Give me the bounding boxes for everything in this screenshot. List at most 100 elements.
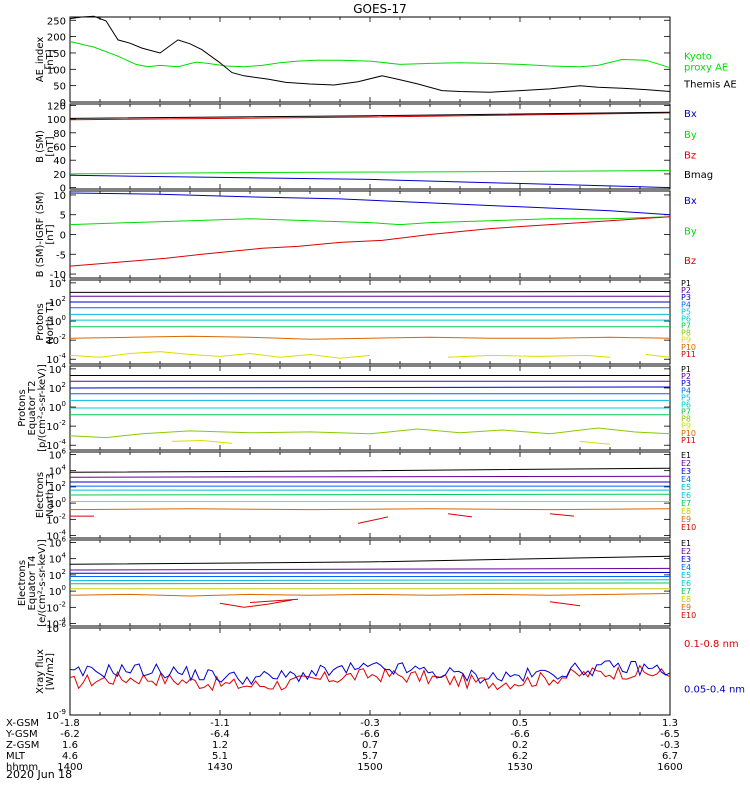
y-axis-label: Xray flux: [35, 649, 46, 694]
x-tick-value: 1400: [57, 762, 82, 773]
series-p9: [69, 351, 371, 359]
y-tick-exponent: -2: [59, 333, 66, 341]
x-row-label: Z-GSM: [6, 740, 39, 751]
legend-item: E1: [681, 451, 691, 460]
y-tick-label: 10-2: [46, 600, 66, 614]
legend-item: E10: [681, 523, 696, 532]
y-tick-exponent: -4: [59, 352, 67, 360]
series-bz: [69, 112, 671, 121]
legend-label: Bx: [684, 109, 697, 120]
y-tick-label: 104: [49, 362, 67, 376]
series-e9: [357, 516, 389, 524]
y-tick-exponent: 0: [62, 314, 66, 322]
legend-item: P5: [681, 393, 691, 402]
y-axis-label: North T1: [45, 300, 56, 344]
y-tick-exponent: 0: [62, 496, 66, 504]
y-tick-exponent: 4: [62, 362, 67, 370]
legend-item: P6: [681, 400, 691, 409]
y-tick-exponent: 2: [62, 568, 66, 576]
legend-label: 0.1-0.8 nm: [684, 639, 739, 650]
legend-item: P7: [681, 408, 691, 417]
x-tick-value: -0.3: [660, 740, 680, 751]
y-tick-label: 0: [60, 98, 66, 109]
y-tick-label: 10-2: [46, 419, 66, 433]
legend-item: P2: [681, 372, 691, 381]
series-e6: [69, 582, 671, 585]
y-tick-label: 150: [47, 49, 66, 60]
series-bz: [69, 216, 671, 267]
series-p3: [69, 386, 671, 389]
y-tick-label: 104: [49, 552, 67, 566]
legend-item: E4: [681, 563, 691, 572]
series-e9: [549, 601, 581, 607]
y-tick-label: 250: [47, 16, 66, 27]
legend-item: E9: [681, 603, 691, 612]
x-tick-value: 1530: [507, 762, 532, 773]
x-tick-value: 1.6: [62, 740, 78, 751]
y-axis-label: AE_index: [35, 37, 46, 83]
y-axis-label: B (SM): [35, 130, 46, 163]
legend-label: By: [684, 130, 697, 141]
legend-item: E7: [681, 499, 691, 508]
y-tick-exponent: -4: [59, 617, 67, 625]
y-axis-label: Equator T4: [27, 556, 38, 611]
legend-item: E8: [681, 507, 691, 516]
series-p9: [171, 439, 233, 444]
legend-item: P10: [681, 429, 696, 438]
x-tick-value: 6.7: [662, 751, 678, 762]
series-by: [69, 216, 671, 226]
legend-item: E2: [681, 459, 691, 468]
series-by: [69, 170, 671, 175]
x-tick-value: 1.3: [662, 718, 678, 729]
x-tick-value: 1600: [657, 762, 682, 773]
legend-item: P5: [681, 307, 691, 316]
legend-label: proxy AE: [684, 63, 728, 74]
legend-item: E6: [681, 491, 691, 500]
legend-item: E5: [681, 483, 691, 492]
legend-item: P9: [681, 336, 691, 345]
y-tick-label: -10: [50, 270, 66, 281]
legend-item: E10: [681, 611, 696, 620]
series-themis-ae: [69, 15, 671, 93]
legend-label: 0.05-0.4 nm: [684, 684, 745, 695]
series-bx: [69, 174, 671, 189]
x-tick-value: -6.4: [210, 729, 230, 740]
legend-item: P8: [681, 329, 691, 338]
legend-item: E2: [681, 547, 691, 556]
y-axis-label: Protons: [35, 303, 46, 340]
y-tick-exponent: 2: [62, 480, 66, 488]
x-row-label: Y-GSM: [5, 729, 38, 740]
y-tick-label: 100: [49, 400, 66, 414]
y-axis-label: B (SM)-IGRF (SM): [35, 192, 46, 278]
x-tick-value: 0.2: [512, 740, 528, 751]
series-0-05-0-4-nm: [69, 660, 671, 686]
series-e8: [69, 508, 671, 511]
x-tick-value: -1.8: [60, 718, 80, 729]
series-bx: [69, 192, 671, 216]
y-tick-label: 106: [49, 447, 67, 461]
legend-item: P11: [681, 436, 696, 445]
y-tick-label: 40: [53, 156, 66, 167]
x-tick-value: 1.2: [212, 740, 228, 751]
legend-item: E7: [681, 587, 691, 596]
series-kyoto-proxy-ae: [69, 41, 671, 69]
x-tick-value: -6.5: [660, 729, 680, 740]
y-tick-label: 100: [47, 65, 66, 76]
y-tick-label: 104: [49, 276, 67, 290]
y-tick-exponent: 6: [62, 447, 67, 455]
legend-item: P8: [681, 415, 691, 424]
legend-item: E4: [681, 475, 691, 484]
legend-item: E3: [681, 555, 691, 564]
legend-item: P3: [681, 293, 691, 302]
y-tick-exponent: 6: [62, 535, 67, 543]
y-tick-label: 20: [53, 170, 66, 181]
x-tick-value: 1430: [207, 762, 232, 773]
series-e3: [69, 572, 671, 574]
panel-bigrf: -10 -5 0 5 10 B (SM)-IGRF (SM) [nT] Bx By Bz: [35, 190, 697, 281]
legend-item: E8: [681, 595, 691, 604]
series-p9: [579, 440, 611, 445]
series-e9: [447, 513, 473, 518]
